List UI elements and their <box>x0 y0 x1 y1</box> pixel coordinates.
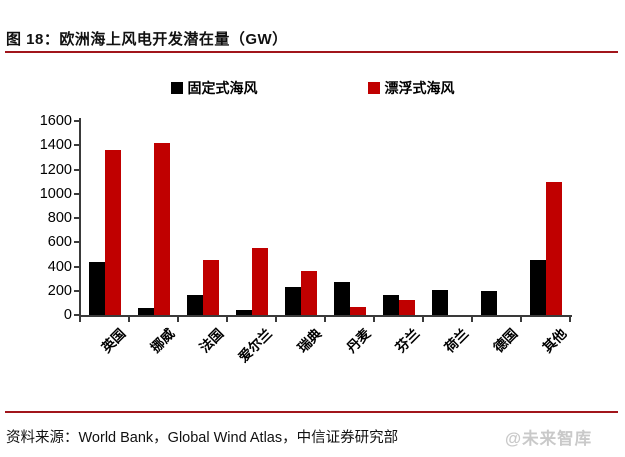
x-axis-tick <box>226 317 228 322</box>
x-tick-label: 丹麦 <box>343 325 373 356</box>
bar-fixed-0 <box>88 262 105 315</box>
y-axis-tick <box>74 265 79 268</box>
y-axis-tick <box>74 144 79 147</box>
x-axis-tick <box>177 317 179 322</box>
plot-area <box>80 121 570 315</box>
y-axis-tick <box>74 120 79 122</box>
y-axis-tick <box>74 168 79 171</box>
bar-floating-4 <box>300 271 317 315</box>
figure-title: 图 18：欧洲海上风电开发潜在量（GW） <box>6 31 288 48</box>
source-note: 资料来源：World Bank，Global Wind Atlas，中信证券研究… <box>6 430 399 446</box>
y-axis-tick <box>74 241 79 244</box>
legend-item-0: 固定式海风 <box>170 78 258 98</box>
x-axis-tick <box>324 317 326 322</box>
x-axis-tick <box>79 317 81 322</box>
bar-floating-5 <box>349 306 366 315</box>
bar-fixed-3 <box>235 309 252 315</box>
x-axis-tick <box>373 317 375 322</box>
legend-label: 固定式海风 <box>187 80 258 96</box>
bar-fixed-9 <box>529 259 546 315</box>
bar-fixed-1 <box>137 308 154 315</box>
y-tick-label: 0 <box>63 307 72 323</box>
x-axis-tick <box>128 317 130 322</box>
chart-legend: 固定式海风 漂浮式海风 <box>0 78 625 98</box>
bar-fixed-4 <box>284 287 301 315</box>
x-tick-label: 荷兰 <box>441 325 471 356</box>
bar-floating-1 <box>153 142 170 315</box>
bar-fixed-2 <box>186 295 203 315</box>
y-tick-label: 1000 <box>39 185 72 202</box>
y-axis-line <box>79 118 81 317</box>
footer-divider <box>5 411 618 413</box>
legend-swatch-icon <box>367 82 380 94</box>
x-tick-label: 其他 <box>539 325 569 356</box>
x-axis-tick <box>471 317 473 322</box>
x-axis-tick <box>520 317 522 322</box>
x-tick-label: 爱尔兰 <box>235 325 275 366</box>
y-axis-tick <box>74 314 79 316</box>
bar-floating-9 <box>545 182 562 315</box>
bar-fixed-8 <box>480 290 497 315</box>
y-tick-label: 1200 <box>39 161 72 178</box>
y-axis-tick <box>74 289 79 292</box>
bar-fixed-6 <box>382 295 399 315</box>
legend-swatch-icon <box>170 82 183 94</box>
bar-floating-2 <box>202 259 219 315</box>
bar-fixed-5 <box>333 282 350 315</box>
x-axis-tick <box>275 317 277 322</box>
y-tick-label: 400 <box>47 258 72 275</box>
legend-item-1: 漂浮式海风 <box>367 78 455 98</box>
bar-fixed-7 <box>431 290 448 315</box>
bar-floating-6 <box>398 299 415 315</box>
title-divider <box>5 51 618 53</box>
y-tick-label: 1600 <box>39 113 72 129</box>
x-tick-label: 英国 <box>98 325 128 356</box>
y-axis-tick <box>74 217 79 219</box>
watermark-text: @未来智库 <box>505 430 593 448</box>
x-axis-line <box>79 315 572 317</box>
x-tick-label: 瑞典 <box>294 325 324 356</box>
x-axis-tick <box>422 317 424 322</box>
x-axis-tick <box>569 317 571 322</box>
x-tick-label: 芬兰 <box>392 325 422 356</box>
y-tick-label: 600 <box>47 234 72 251</box>
y-axis-tick <box>74 192 79 195</box>
y-tick-label: 1400 <box>39 137 72 154</box>
bar-floating-0 <box>104 150 121 315</box>
x-tick-label: 德国 <box>490 325 520 356</box>
legend-label: 漂浮式海风 <box>384 80 455 96</box>
y-tick-label: 200 <box>47 282 72 299</box>
y-tick-label: 800 <box>47 210 72 226</box>
bar-floating-3 <box>251 247 268 315</box>
x-tick-label: 法国 <box>196 325 226 356</box>
x-tick-label: 挪威 <box>147 325 177 356</box>
